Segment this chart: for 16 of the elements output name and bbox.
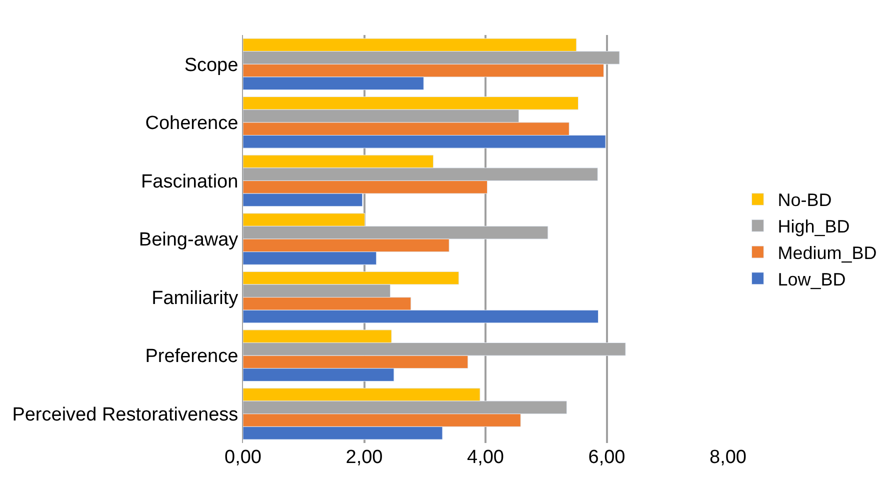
y-tick-label: Familiarity [152,288,239,309]
y-tick-label: Fascination [141,171,238,192]
legend-label: Low_BD [778,269,846,290]
y-tick-label: Perceived Restorativeness [12,404,238,426]
x-tick-label: 6,00 [588,447,626,468]
legend-label: No-BD [778,190,832,210]
y-tick-label: Scope [184,54,238,76]
legend-label: High_BD [778,216,850,237]
x-tick-label: 4,00 [467,447,504,468]
y-tick-label: Being-away [138,230,239,251]
y-tick-label: Preference [145,346,238,368]
x-tick-label: 0,00 [224,447,262,468]
y-tick-label: Coherence [145,113,238,134]
x-tick-label: 2,00 [346,447,383,468]
x-tick-label: 8,00 [710,447,746,468]
legend-label: Medium_BD [778,243,877,264]
